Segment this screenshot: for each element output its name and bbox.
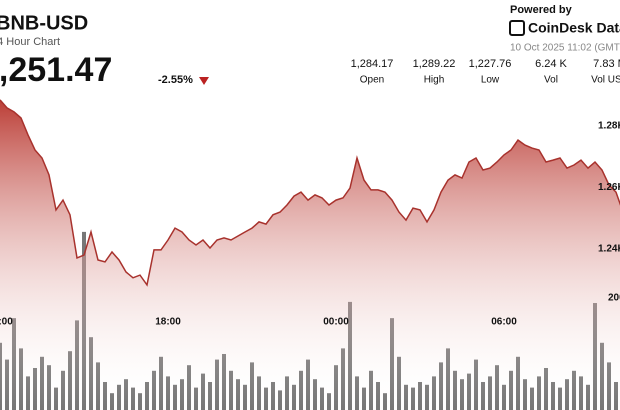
down-arrow	[199, 77, 209, 85]
stat-value: 1,289.22	[413, 58, 456, 70]
brand-logo	[509, 20, 525, 36]
y-tick-label: 1.24K	[598, 244, 620, 255]
price-change: -2.55%	[158, 74, 193, 86]
subtitle: 24 Hour Chart	[0, 36, 60, 48]
stat-value: 7.83 M	[593, 58, 620, 70]
y2-tick-label: 200	[608, 293, 620, 304]
x-tick-label: 00:00	[323, 317, 349, 328]
price-line	[0, 99, 620, 287]
stat-label: High	[424, 75, 445, 86]
stat-value: 1,284.17	[351, 58, 394, 70]
brand: CoinDesk Data	[528, 20, 620, 36]
powered-by: Powered by	[510, 4, 573, 16]
area-fill	[0, 99, 620, 410]
stat-label: Low	[481, 75, 500, 86]
stat-label: Vol	[544, 75, 558, 86]
stat-label: Vol USD	[591, 75, 620, 86]
y-tick-label: 1.28K	[598, 121, 620, 132]
stat-label: Open	[360, 75, 384, 86]
x-tick-label: 12:00	[0, 317, 13, 328]
price: 1,251.47	[0, 51, 112, 89]
y-tick-label: 1.26K	[598, 182, 620, 193]
timestamp: 10 Oct 2025 11:02 (GMT)	[510, 43, 620, 54]
stat-value: 1,227.76	[469, 58, 512, 70]
stat-value: 6.24 K	[535, 58, 567, 70]
x-tick-label: 06:00	[491, 317, 517, 328]
title: BNB-USD	[0, 12, 88, 34]
x-tick-label: 18:00	[155, 317, 181, 328]
